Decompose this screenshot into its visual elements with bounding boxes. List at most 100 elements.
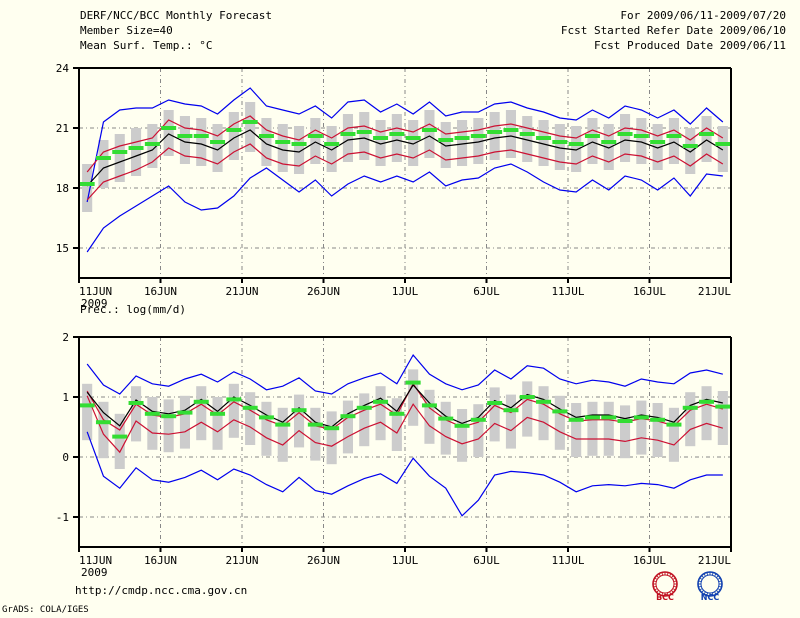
median-marker	[617, 132, 633, 136]
median-marker	[356, 405, 372, 410]
box-whisker-bar	[212, 397, 223, 450]
box-whisker-bar	[652, 124, 663, 170]
median-marker	[650, 417, 666, 422]
median-marker	[258, 134, 274, 138]
median-marker	[210, 411, 226, 416]
box-whisker-bar	[326, 126, 337, 172]
median-marker	[421, 403, 437, 408]
box-whisker-bar	[571, 403, 582, 457]
series-line-max	[86, 87, 724, 203]
median-marker	[536, 399, 552, 404]
median-marker	[242, 120, 258, 124]
bcc-logo: BCC	[645, 570, 685, 602]
median-marker	[275, 140, 291, 144]
median-marker	[112, 434, 128, 439]
y-tick-label: 1	[62, 391, 69, 404]
website-url[interactable]: http://cmdp.ncc.cma.gov.cn	[75, 584, 248, 597]
y-tick-label: 2	[62, 331, 69, 344]
bcc-logo-text: BCC	[656, 593, 674, 602]
box-whisker-bar	[261, 118, 272, 166]
box-whisker-bar	[685, 128, 696, 174]
median-marker	[226, 397, 242, 402]
median-marker	[438, 138, 454, 142]
precip-panel-label: Prec.: log(mm/d)	[80, 303, 186, 316]
box-whisker-bar	[82, 383, 93, 441]
forecast-range-label: For 2009/06/11-2009/07/20	[620, 9, 786, 22]
box-whisker-bar	[277, 407, 288, 462]
box-whisker-bar	[522, 116, 533, 162]
box-whisker-bar	[636, 400, 647, 455]
median-marker	[356, 130, 372, 134]
median-marker	[307, 422, 323, 427]
median-marker	[161, 414, 177, 419]
box-whisker-bar	[179, 395, 191, 449]
median-marker	[177, 134, 193, 138]
x-tick-label: 26JUN	[307, 554, 340, 567]
box-whisker-bar	[619, 405, 631, 459]
series-line-q25	[86, 395, 724, 454]
box-whisker-bar	[685, 392, 696, 447]
box-whisker-bar	[98, 401, 109, 459]
median-marker	[584, 415, 600, 420]
box-whisker-bar	[424, 389, 435, 444]
series-line-q75	[86, 115, 724, 173]
median-marker	[601, 140, 617, 144]
fcst-started-label: Fcst Started Refer Date 2009/06/10	[560, 24, 786, 37]
median-marker	[161, 126, 177, 130]
box-whisker-bar	[163, 399, 174, 453]
box-whisker-bar	[375, 120, 386, 166]
median-marker	[601, 415, 617, 420]
median-marker	[633, 134, 649, 138]
median-marker	[682, 405, 698, 410]
median-marker	[226, 128, 242, 132]
box-whisker-bar	[196, 118, 207, 166]
series-line-q75	[86, 382, 724, 431]
box-whisker-bar	[212, 124, 223, 172]
box-whisker-bar	[473, 404, 484, 457]
x-tick-label: 6JUL	[473, 285, 500, 298]
x-tick-label: 11JUL	[551, 554, 584, 567]
x-axis-year-label: 2009	[81, 297, 108, 310]
median-marker	[389, 411, 405, 416]
median-marker	[715, 404, 731, 409]
box-whisker-bar	[587, 118, 598, 164]
series-line-mean	[86, 129, 724, 187]
x-tick-label: 16JUN	[144, 554, 177, 567]
box-whisker-bar	[408, 120, 419, 166]
x-tick-label: 26JUN	[307, 285, 340, 298]
x-tick-label: 16JUL	[633, 285, 666, 298]
box-whisker-bar	[163, 110, 174, 156]
box-whisker-bar	[342, 400, 354, 454]
median-marker	[536, 136, 552, 140]
variable-label: Mean Surf. Temp.: °C	[80, 39, 213, 52]
x-tick-label: 1JUL	[392, 285, 419, 298]
median-marker	[503, 408, 519, 413]
median-marker	[389, 132, 405, 136]
box-whisker-bar	[310, 407, 321, 461]
median-marker	[682, 144, 698, 148]
median-marker	[584, 134, 600, 138]
series-line-q25	[86, 143, 724, 201]
box-whisker-bar	[359, 112, 370, 160]
median-marker	[650, 140, 666, 144]
median-marker	[421, 128, 437, 132]
median-marker	[699, 132, 715, 136]
box-whisker-bar	[196, 386, 207, 441]
ncc-logo-text: NCC	[701, 593, 720, 602]
median-marker	[242, 405, 258, 410]
box-whisker-bar	[293, 126, 305, 174]
box-whisker-bar	[245, 392, 256, 445]
median-marker	[258, 415, 274, 420]
series-line-min	[86, 163, 723, 253]
box-whisker-bar	[619, 114, 631, 162]
median-marker	[633, 415, 649, 420]
median-marker	[373, 399, 389, 404]
median-marker	[699, 399, 715, 404]
x-tick-label: 21JUL	[698, 554, 731, 567]
box-whisker-bar	[522, 381, 533, 437]
box-whisker-bar	[554, 395, 565, 450]
median-marker	[487, 401, 503, 405]
box-whisker-bar	[554, 124, 565, 170]
box-whisker-bar	[310, 118, 321, 164]
x-tick-label: 21JUN	[225, 285, 258, 298]
